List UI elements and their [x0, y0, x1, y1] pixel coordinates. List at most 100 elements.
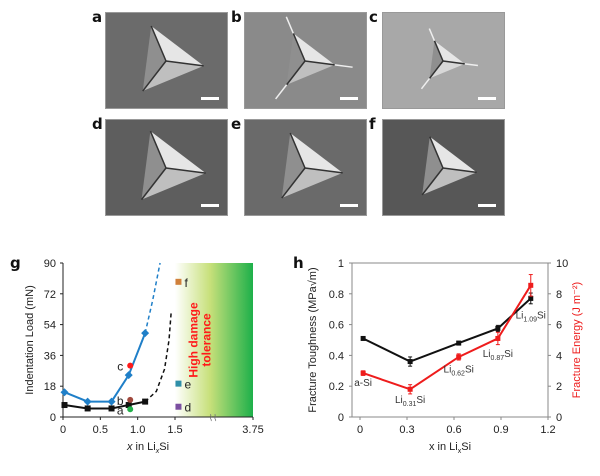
point-label: Li0.87Si [483, 349, 513, 362]
data-point [141, 329, 150, 338]
x-tick-label: 1.5 [167, 424, 182, 436]
panel-label-f: f [369, 115, 376, 133]
scale-bar [340, 204, 358, 207]
indent-edge [442, 60, 465, 65]
micrograph-b [244, 12, 367, 109]
annotation-label-e: e [184, 378, 191, 392]
indent-face [422, 168, 477, 195]
data-point [407, 386, 413, 392]
indent-edge [140, 167, 167, 201]
panel-label-e: e [231, 115, 242, 133]
indent-edge [292, 33, 306, 62]
indent-edge [150, 25, 167, 62]
indent-face [286, 61, 335, 85]
micrograph-e [244, 119, 367, 216]
y-tick-label-right: 0 [556, 412, 562, 424]
indent-edge [165, 60, 204, 67]
crack-line [428, 28, 436, 42]
region-label-line2: tolerance [199, 313, 213, 367]
y-axis-label: Indentation Load (mN) [24, 285, 36, 394]
high-damage-region [175, 263, 253, 417]
series-line-1 [64, 400, 146, 410]
panel-label-g: g [10, 254, 21, 272]
y-tick-label-right: 4 [556, 350, 562, 362]
indent-edge [421, 167, 444, 196]
indent-face [429, 40, 443, 79]
y-tick-label-left: 0.2 [329, 381, 344, 393]
crack-line [334, 64, 353, 68]
data-point [360, 370, 366, 376]
indent-edge [429, 136, 444, 169]
panel-label-d: d [92, 115, 103, 133]
scale-bar [201, 204, 219, 207]
data-point [495, 335, 501, 341]
indent-face [281, 168, 343, 199]
indent-edge [281, 167, 306, 199]
data-point [84, 405, 91, 412]
indent-edge [165, 167, 206, 174]
micrograph-a [105, 12, 228, 109]
indent-edge [149, 130, 167, 169]
indent-face [429, 61, 465, 79]
scale-bar [478, 204, 496, 207]
region-label-line1: High damage [186, 302, 200, 378]
y-tick-label: 54 [44, 320, 56, 332]
data-point [108, 405, 115, 412]
annotation-label-f: f [184, 276, 188, 290]
x-axis-label: x in LixSi [126, 441, 169, 455]
x-tick-label: 3.75 [242, 424, 263, 436]
data-point [456, 354, 462, 360]
y-tick-label-right: 8 [556, 289, 562, 301]
data-point [456, 340, 462, 346]
annotation-marker-a [127, 406, 134, 413]
y-tick-label: 18 [44, 381, 56, 393]
annotation-label-b: b [117, 394, 124, 408]
x-tick-label: 0.5 [93, 424, 108, 436]
x-tick-label: 0.3 [399, 424, 414, 436]
data-point [142, 398, 149, 405]
indent-b [275, 16, 353, 100]
annotation-marker-d [175, 403, 182, 410]
y-tick-label-left: 0.4 [329, 350, 344, 362]
micrograph-c [382, 12, 505, 109]
y-tick-label-left: 1 [338, 258, 344, 270]
y-tick-label-left: 0.8 [329, 289, 344, 301]
series-extrapolation-1 [144, 310, 173, 403]
indent-f [421, 136, 477, 196]
data-point [83, 397, 92, 406]
indent-face [286, 33, 305, 85]
crack-line [285, 16, 295, 34]
annotation-marker-f [175, 278, 182, 285]
indent-edge [428, 60, 444, 79]
x-tick-label: 1.2 [540, 424, 555, 436]
series-extrapolation-0 [144, 262, 161, 334]
y-tick-label: 36 [44, 350, 56, 362]
indent-edge [442, 167, 477, 174]
indent-a [142, 25, 204, 92]
data-point [360, 335, 366, 341]
y-tick-label: 90 [44, 258, 56, 270]
annotation-label-d: d [184, 401, 191, 415]
data-point [61, 402, 68, 409]
data-point [528, 282, 534, 288]
indent-e [281, 132, 343, 199]
data-point [60, 388, 69, 397]
indent-face [141, 131, 166, 200]
indent-face [422, 136, 443, 195]
panel-label-a: a [92, 8, 103, 26]
indent-face [142, 25, 166, 92]
annotation-marker-e [175, 380, 182, 387]
y-axis-label-right: Fracture Energy (J m⁻²) [571, 282, 583, 398]
panel-label-h: h [293, 254, 304, 272]
x-tick-label: 0 [60, 424, 66, 436]
data-point [124, 371, 133, 380]
indent-edge [304, 167, 343, 174]
y-axis-label-left: Fracture Toughness (MPa√m) [307, 267, 319, 412]
micrograph-d [105, 119, 228, 216]
crack-line [275, 84, 288, 100]
indent-edge [433, 40, 444, 62]
x-axis-label: x in LixSi [429, 441, 471, 455]
annotation-label-c: c [117, 360, 123, 374]
point-label: Li1.09Si [516, 310, 546, 323]
